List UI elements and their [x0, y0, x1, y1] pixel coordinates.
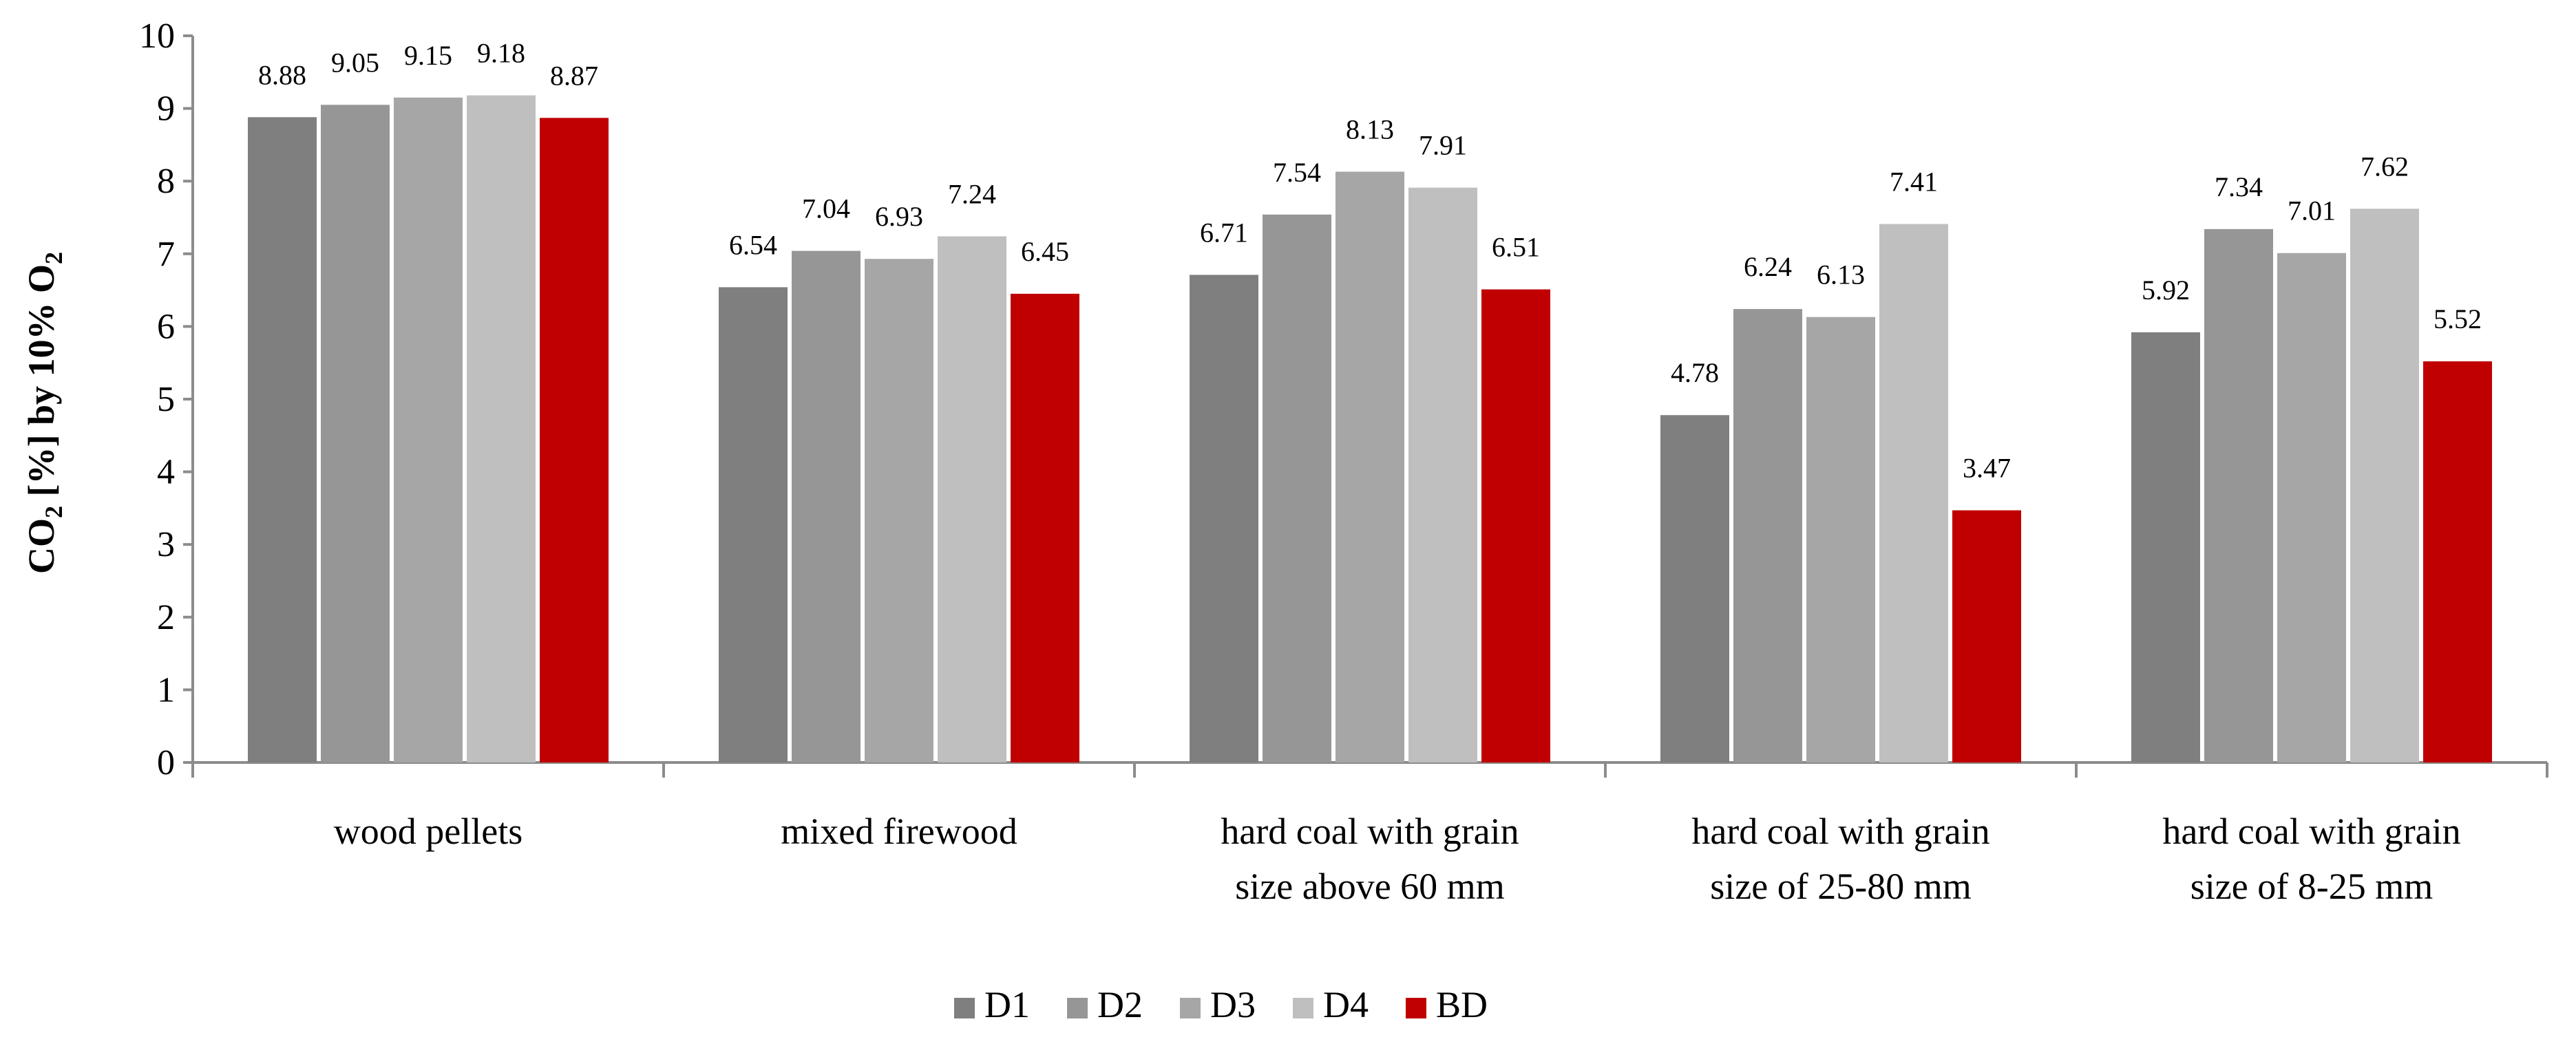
category-label: hard coal with grain [1221, 811, 1519, 852]
value-labels: 8.88 6.54 6.71 4.78 5.92 9.05 7.04 7.54 6.24 7.34… [258, 38, 2482, 484]
bar-d1 [1660, 415, 1729, 762]
legend-swatch-d2 [1067, 998, 1088, 1018]
data-label: 6.51 [1492, 232, 1540, 263]
y-title-sub2: 2 [40, 252, 67, 264]
data-label: 7.62 [2361, 151, 2409, 182]
legend-label-d2: D2 [1097, 984, 1143, 1025]
bars [248, 95, 2492, 763]
bar-d4 [2350, 209, 2419, 762]
y-title-main: CO [21, 518, 62, 574]
data-label: 6.93 [875, 201, 923, 232]
legend: D1 D2 D3 D4 BD [954, 984, 1488, 1025]
y-title-by: by 10% O [21, 264, 62, 425]
y-tick-label: 2 [157, 598, 175, 637]
y-tick-label: 8 [157, 162, 175, 201]
bar-d2 [2204, 228, 2273, 762]
bar-d3 [2277, 253, 2346, 762]
y-tick-label: 0 [157, 743, 175, 782]
svg-text:CO2 [%] by 10% O2: CO2 [%] by 10% O2 [21, 252, 67, 574]
data-label: 7.41 [1890, 167, 1938, 198]
category-label: size of 25-80 mm [1710, 866, 1971, 907]
bar-bd [1481, 289, 1550, 762]
bar-d1 [1190, 275, 1258, 762]
y-tick-label: 9 [157, 89, 175, 129]
bar-bd [2423, 361, 2492, 762]
data-label: 9.18 [477, 38, 525, 69]
bar-d4 [1879, 224, 1948, 762]
data-label: 6.13 [1817, 259, 1865, 290]
bar-d4 [1408, 187, 1477, 763]
data-label: 6.24 [1744, 251, 1792, 282]
bar-d1 [719, 287, 788, 763]
data-label: 7.24 [948, 178, 996, 209]
legend-label-d4: D4 [1323, 984, 1369, 1025]
y-tick-label: 6 [157, 307, 175, 346]
y-title-sub1: 2 [40, 506, 67, 518]
legend-swatch-d3 [1180, 998, 1201, 1018]
y-tick-label: 3 [157, 525, 175, 564]
data-label: 9.05 [331, 47, 379, 78]
bar-bd [1011, 293, 1079, 762]
data-label: 6.71 [1200, 217, 1248, 248]
category-label: hard coal with grain [2162, 811, 2460, 852]
bar-bd [1952, 510, 2021, 762]
data-label: 8.13 [1346, 114, 1394, 145]
bar-d4 [467, 95, 536, 763]
category-label: mixed firewood [781, 811, 1017, 852]
category-label: hard coal with grain [1691, 811, 1989, 852]
legend-label-d3: D3 [1210, 984, 1256, 1025]
data-label: 5.92 [2142, 275, 2190, 306]
data-label: 7.54 [1273, 157, 1321, 188]
data-label: 6.54 [729, 229, 777, 260]
bar-d3 [1335, 171, 1404, 763]
data-label: 7.91 [1419, 130, 1467, 161]
bar-d3 [394, 97, 463, 762]
bar-d2 [321, 105, 390, 762]
y-tick-label: 4 [157, 453, 175, 492]
bar-d2 [792, 250, 861, 762]
data-label: 8.88 [258, 59, 306, 90]
legend-swatch-bd [1406, 998, 1426, 1018]
y-tick-label: 7 [157, 235, 175, 274]
bar-d3 [865, 259, 933, 762]
category-label: size above 60 mm [1235, 866, 1504, 907]
bar-d1 [248, 117, 317, 763]
category-labels: wood pellets mixed firewood hard coal with… [334, 811, 2461, 907]
y-tick-label: 5 [157, 380, 175, 419]
bar-d2 [1733, 309, 1802, 762]
y-axis-title: CO2 [%] by 10% O2 [21, 252, 67, 574]
legend-label-bd: BD [1436, 984, 1488, 1025]
bar-bd [540, 118, 609, 762]
data-label: 3.47 [1963, 453, 2011, 484]
data-label: 7.34 [2215, 171, 2263, 202]
bar-d2 [1263, 214, 1331, 762]
bar-d4 [938, 236, 1006, 762]
y-tick-label: 1 [157, 670, 175, 709]
data-label: 9.15 [404, 40, 452, 71]
legend-swatch-d1 [954, 998, 975, 1018]
data-label: 6.45 [1021, 236, 1069, 267]
category-label: wood pellets [334, 811, 522, 852]
data-label: 5.52 [2434, 303, 2482, 334]
category-label: size of 8-25 mm [2190, 866, 2433, 907]
legend-label-d1: D1 [984, 984, 1030, 1025]
y-tick-label: 10 [139, 17, 175, 56]
data-label: 4.78 [1671, 357, 1719, 388]
data-label: 8.87 [550, 60, 598, 91]
data-label: 7.04 [802, 193, 850, 224]
y-title-unit: [%] [21, 435, 62, 497]
bar-d3 [1806, 317, 1875, 762]
bar-d1 [2131, 332, 2200, 762]
data-label: 7.01 [2288, 195, 2336, 226]
legend-swatch-d4 [1293, 998, 1313, 1018]
